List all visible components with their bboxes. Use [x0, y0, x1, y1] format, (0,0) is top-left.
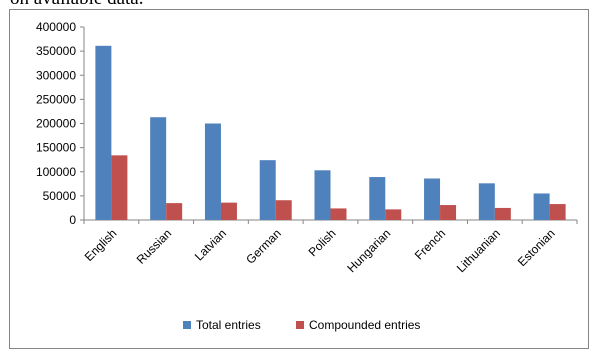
y-tick-label: 300000 — [36, 68, 76, 82]
x-category-label: Hungarian — [344, 226, 393, 275]
bar-total-entries — [369, 177, 386, 220]
y-tick-label: 150000 — [36, 141, 76, 155]
bar-total-entries — [424, 178, 441, 220]
y-tick-label: 350000 — [36, 44, 76, 58]
x-category-label: Russian — [134, 226, 175, 267]
legend-label: Compounded entries — [309, 318, 420, 332]
y-tick-label: 200000 — [36, 117, 76, 131]
bar-compounded-entries — [440, 205, 457, 220]
bar-total-entries — [478, 183, 495, 220]
x-category-label: French — [412, 226, 448, 262]
document-text-fragment: on available data. — [10, 0, 143, 10]
legend-label: Total entries — [196, 318, 261, 332]
bar-compounded-entries — [166, 203, 183, 220]
bar-compounded-entries — [220, 202, 237, 220]
x-category-label: Lithuanian — [454, 226, 503, 275]
x-category-label: English — [82, 226, 120, 264]
y-tick-label: 100000 — [36, 165, 76, 179]
bar-compounded-entries — [111, 155, 128, 220]
y-tick-label: 400000 — [36, 20, 76, 34]
bar-compounded-entries — [330, 208, 347, 220]
bar-total-entries — [150, 117, 167, 220]
bar-compounded-entries — [385, 209, 402, 220]
bar-compounded-entries — [494, 207, 511, 220]
x-category-label: Polish — [306, 226, 339, 259]
bar-total-entries — [204, 123, 221, 220]
legend-swatch — [183, 321, 191, 329]
x-category-label: Estonian — [515, 226, 558, 269]
bar-total-entries — [259, 160, 276, 220]
legend-swatch — [296, 321, 304, 329]
x-category-label: Latvian — [192, 226, 229, 263]
x-category-label: German — [243, 226, 284, 267]
y-tick-label: 50000 — [43, 189, 77, 203]
y-axis: 0 50000 100000 150000 200000 250000 300000 3500… — [36, 20, 85, 227]
y-tick-label: 0 — [69, 213, 76, 227]
x-axis: English Russian Latvian German Polish Hungari… — [82, 219, 578, 275]
bar-total-entries — [533, 193, 550, 220]
y-tick-label: 250000 — [36, 92, 76, 106]
bar-total-entries — [95, 45, 112, 220]
bar-compounded-entries — [275, 200, 292, 220]
legend: Total entries Compounded entries — [183, 318, 420, 332]
bar-total-entries — [314, 170, 331, 220]
bar-compounded-entries — [549, 204, 566, 220]
bars — [95, 45, 566, 220]
